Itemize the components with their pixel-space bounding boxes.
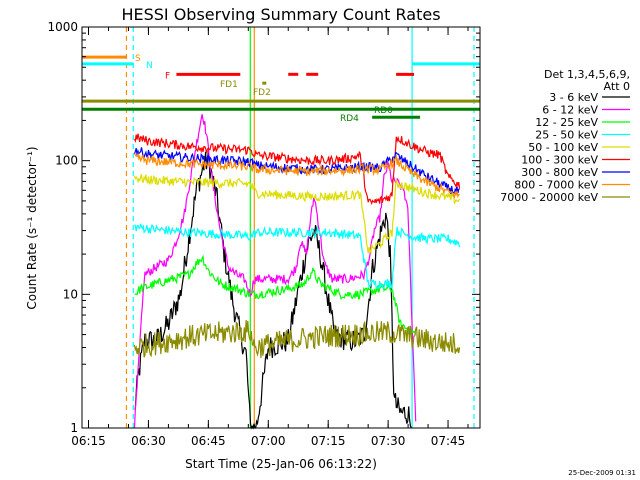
series-line-6 bbox=[133, 147, 460, 195]
flag-bars: SN F FD1 FD2 RD0 RD4 bbox=[82, 54, 480, 124]
flag-label-n: N bbox=[146, 61, 153, 71]
vertical-markers bbox=[125, 27, 475, 428]
legend-title-line-1: Att 0 bbox=[604, 80, 630, 93]
y-tick-label-1: 10 bbox=[63, 287, 78, 301]
legend-label-3: 25 - 50 keV bbox=[535, 129, 598, 142]
x-tick-label-0: 06:15 bbox=[71, 434, 106, 448]
legend-label-5: 100 - 300 keV bbox=[521, 154, 598, 167]
series-line-3 bbox=[134, 223, 461, 290]
x-axis-label: Start Time (25-Jan-06 06:13:22) bbox=[185, 457, 377, 471]
x-tick-label-1: 06:30 bbox=[131, 434, 166, 448]
y-tick-label-0: 1 bbox=[70, 421, 78, 435]
legend-label-0: 3 - 6 keV bbox=[549, 91, 598, 104]
legend-label-7: 800 - 7000 keV bbox=[514, 179, 598, 192]
x-tick-label-3: 07:00 bbox=[251, 434, 286, 448]
series-line-5 bbox=[133, 133, 461, 206]
series-lines bbox=[133, 114, 461, 430]
series-line-8 bbox=[133, 319, 461, 358]
flag-label-f: F bbox=[165, 71, 170, 81]
x-tick-label-5: 07:30 bbox=[371, 434, 406, 448]
legend-label-6: 300 - 800 keV bbox=[521, 166, 598, 179]
legend-label-4: 50 - 100 keV bbox=[528, 141, 598, 154]
series-line-2 bbox=[134, 254, 417, 336]
flag-label-fd2: FD2 bbox=[253, 88, 271, 98]
flag-label-fd1: FD1 bbox=[220, 80, 238, 90]
x-tick-label-2: 06:45 bbox=[191, 434, 226, 448]
flag-label-rd4: RD4 bbox=[340, 114, 359, 124]
date-stamp: 25-Dec-2009 01:31 bbox=[568, 469, 636, 477]
flag-label-s: S bbox=[135, 54, 141, 64]
y-tick-label-2: 100 bbox=[55, 154, 78, 168]
y-tick-label-3: 1000 bbox=[47, 20, 78, 34]
series-line-7 bbox=[134, 151, 460, 199]
y-axis-label: Count Rate (s⁻¹ detector⁻¹) bbox=[25, 146, 39, 309]
legend-label-8: 7000 - 20000 keV bbox=[500, 191, 598, 204]
legend-label-2: 12 - 25 keV bbox=[535, 116, 598, 129]
legend-title-line-0: Det 1,3,4,5,6,9, bbox=[544, 68, 630, 81]
plot-frame bbox=[81, 26, 481, 429]
chart-title: HESSI Observing Summary Count Rates bbox=[121, 5, 440, 24]
series-line-4 bbox=[133, 174, 461, 255]
series-line-1 bbox=[133, 114, 417, 429]
x-tick-label-6: 07:45 bbox=[431, 434, 466, 448]
x-axis-ticks: 06:15 06:30 06:45 07:00 07:15 07:30 07:45 bbox=[71, 27, 469, 448]
x-tick-label-4: 07:15 bbox=[311, 434, 346, 448]
flag-label-rd0: RD0 bbox=[374, 106, 393, 116]
legend-label-1: 6 - 12 keV bbox=[542, 104, 598, 117]
y-axis-ticks: 1 10 100 1000 bbox=[47, 20, 480, 435]
